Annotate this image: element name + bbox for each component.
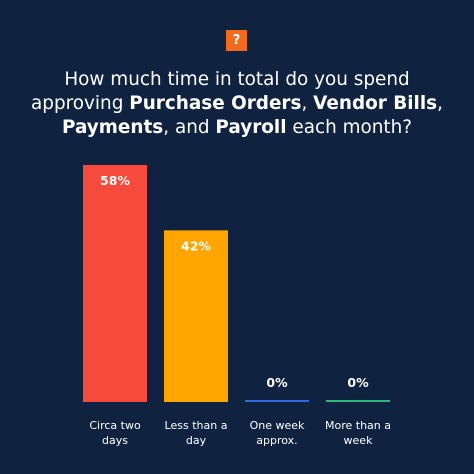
bar-1 xyxy=(83,165,147,402)
bar-3 xyxy=(245,400,309,402)
category-label-2-line-2: day xyxy=(186,434,207,447)
category-label-4-line-2: week xyxy=(344,434,374,447)
title-text-4: , and xyxy=(163,117,216,138)
data-label-1: 58% xyxy=(100,173,130,188)
category-label-3-line-2: approx. xyxy=(256,434,297,447)
title-bold-payments: Payments xyxy=(61,117,164,138)
title-bold-vendor-bills: Vendor Bills xyxy=(313,93,438,114)
category-label-1-line-2: days xyxy=(102,434,128,447)
title-text-5: each month? xyxy=(286,117,413,138)
chart-title: How much time in total do you spend appr… xyxy=(20,68,454,140)
category-label-3-line-1: One week xyxy=(250,419,305,432)
title-text-1: How much time in total do you spend appr… xyxy=(31,69,410,114)
question-mark-icon: ? xyxy=(226,30,247,51)
data-label-4: 0% xyxy=(347,375,369,390)
title-bold-purchase-orders: Purchase Orders xyxy=(129,93,302,114)
category-label-4-line-1: More than a xyxy=(325,419,391,432)
bar-2 xyxy=(164,230,228,402)
title-text-3: , xyxy=(437,93,443,114)
category-label-2-line-1: Less than a xyxy=(165,419,228,432)
data-label-3: 0% xyxy=(266,375,288,390)
bar-4 xyxy=(326,400,390,402)
title-bold-payroll: Payroll xyxy=(215,117,287,138)
category-label-1-line-1: Circa two xyxy=(89,419,141,432)
data-label-2: 42% xyxy=(181,238,211,253)
title-text-2: , xyxy=(301,93,314,114)
